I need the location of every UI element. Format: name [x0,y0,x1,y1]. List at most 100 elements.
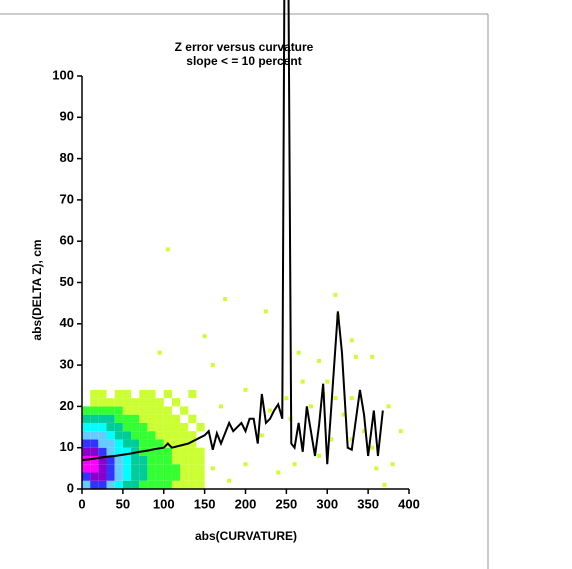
sparse-cell [349,396,354,401]
x-tick-label: 400 [398,496,420,511]
density-cell [98,431,107,440]
y-tick-label: 0 [67,480,74,495]
sparse-cell [284,396,289,401]
density-cell [147,472,156,481]
sparse-cell [333,396,338,401]
sparse-cell [382,482,387,487]
density-cell [196,480,205,489]
density-cell [106,455,115,465]
density-cell [139,389,148,399]
density-cell [122,455,132,465]
density-cell [122,398,132,407]
density-cell [114,406,123,415]
density-cell [171,422,181,432]
density-cell [188,447,197,456]
sparse-cell [263,309,268,314]
y-tick-label: 10 [60,439,74,454]
density-cell [139,406,148,415]
x-axis-label: abs(CURVATURE) [195,529,297,543]
density-cell [163,455,172,465]
sparse-cell [390,462,395,467]
density-cell [90,464,99,473]
y-tick-label: 60 [60,233,74,248]
density-cell [82,422,91,432]
density-cell [171,431,181,440]
density-cell [98,389,107,399]
density-cell [188,431,197,440]
density-cell [114,447,123,456]
density-cell [147,464,156,473]
density-cell [98,455,107,465]
density-cell [147,480,156,489]
density-cell [106,398,115,407]
density-cell [147,398,156,407]
density-cell [155,455,164,465]
chart-subtitle: slope < = 10 percent [186,54,301,68]
density-cell [90,422,99,432]
sparse-cell [292,462,297,467]
density-cell [188,414,197,423]
sparse-cell [370,445,375,450]
density-cell [139,398,148,407]
sparse-cell [218,404,223,409]
density-cell [171,398,181,407]
sparse-cell [259,433,264,438]
sparse-cell [333,292,338,297]
density-cell [188,439,197,448]
sparse-cell [370,354,375,359]
density-cell [155,480,164,489]
density-cell [155,439,164,448]
sparse-cell [353,354,358,359]
density-cell [180,455,189,465]
density-cell [131,398,140,407]
density-cell [114,414,123,423]
sparse-cell [325,379,330,384]
density-cell [98,472,107,481]
density-cell [171,480,181,489]
sparse-cell [268,408,273,413]
density-cell [122,480,132,489]
y-tick-label: 30 [60,357,74,372]
sparse-cell [398,429,403,434]
sparse-cell [349,437,354,442]
density-cell [131,406,140,415]
density-cell [180,439,189,448]
density-cell [114,464,123,473]
sparse-cell [223,297,228,302]
density-cell [106,414,115,423]
sparse-cell [243,387,248,392]
density-cell [163,431,172,440]
density-cell [188,455,197,465]
density-cell [180,480,189,489]
density-cell [106,480,115,489]
density-cell [163,406,172,415]
sparse-cell [329,437,334,442]
density-cell [196,455,205,465]
chart-title: Z error versus curvature [175,40,314,54]
density-cell [155,422,164,432]
density-cell [196,422,205,432]
density-cell [82,447,91,456]
density-cell [188,480,197,489]
density-cell [122,447,132,456]
density-cell [196,472,205,481]
density-cell [90,406,99,415]
density-cell [106,472,115,481]
y-tick-label: 80 [60,150,74,165]
y-tick-label: 50 [60,274,74,289]
sparse-cell [362,429,367,434]
density-cell [147,422,156,432]
sparse-cell [276,470,281,475]
density-cell [155,398,164,407]
density-cell [122,414,132,423]
density-cell [122,389,132,399]
density-cell [114,439,123,448]
density-cell [122,422,132,432]
sparse-cell [374,466,379,471]
sparse-cell [341,412,346,417]
density-cell [139,439,148,448]
density-cell [139,464,148,473]
density-cell [131,464,140,473]
density-cell [106,447,115,456]
x-tick-label: 0 [78,496,85,511]
